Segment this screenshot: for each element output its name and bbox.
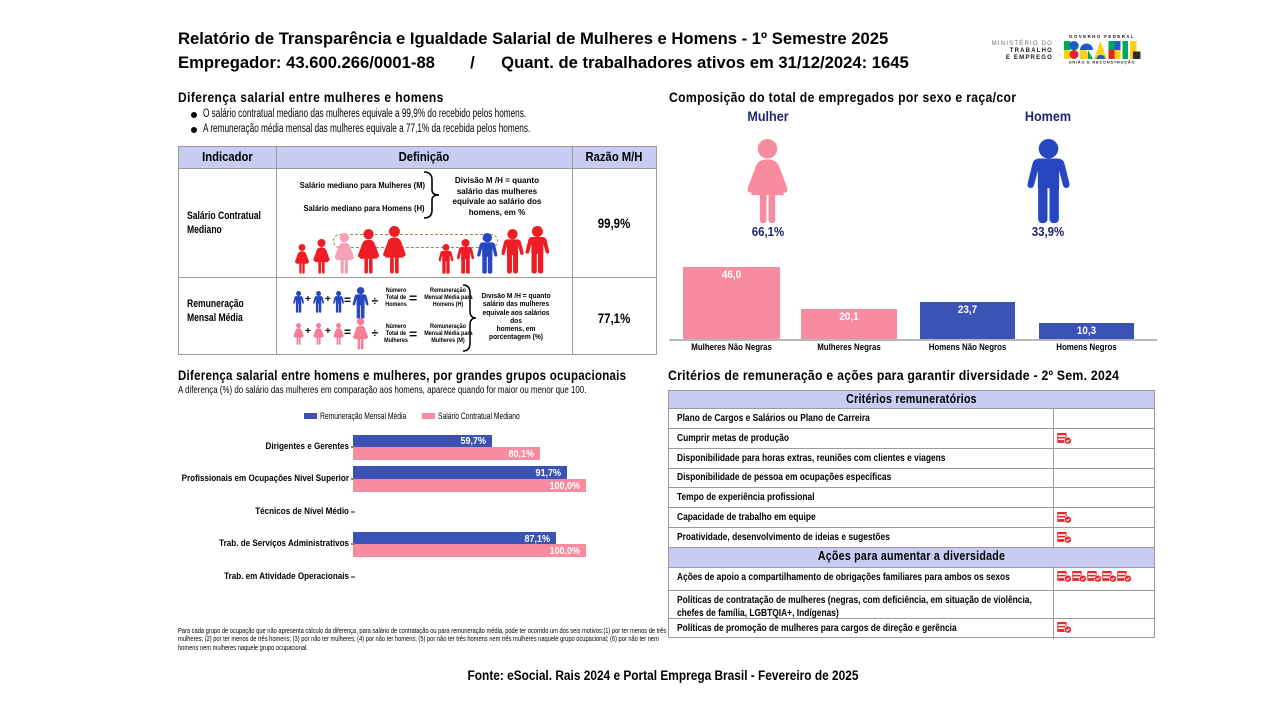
svg-text:UNIÃO E RECONSTRUÇÃO: UNIÃO E RECONSTRUÇÃO (1069, 60, 1136, 65)
svg-text:GOVERNO FEDERAL: GOVERNO FEDERAL (1069, 34, 1135, 39)
